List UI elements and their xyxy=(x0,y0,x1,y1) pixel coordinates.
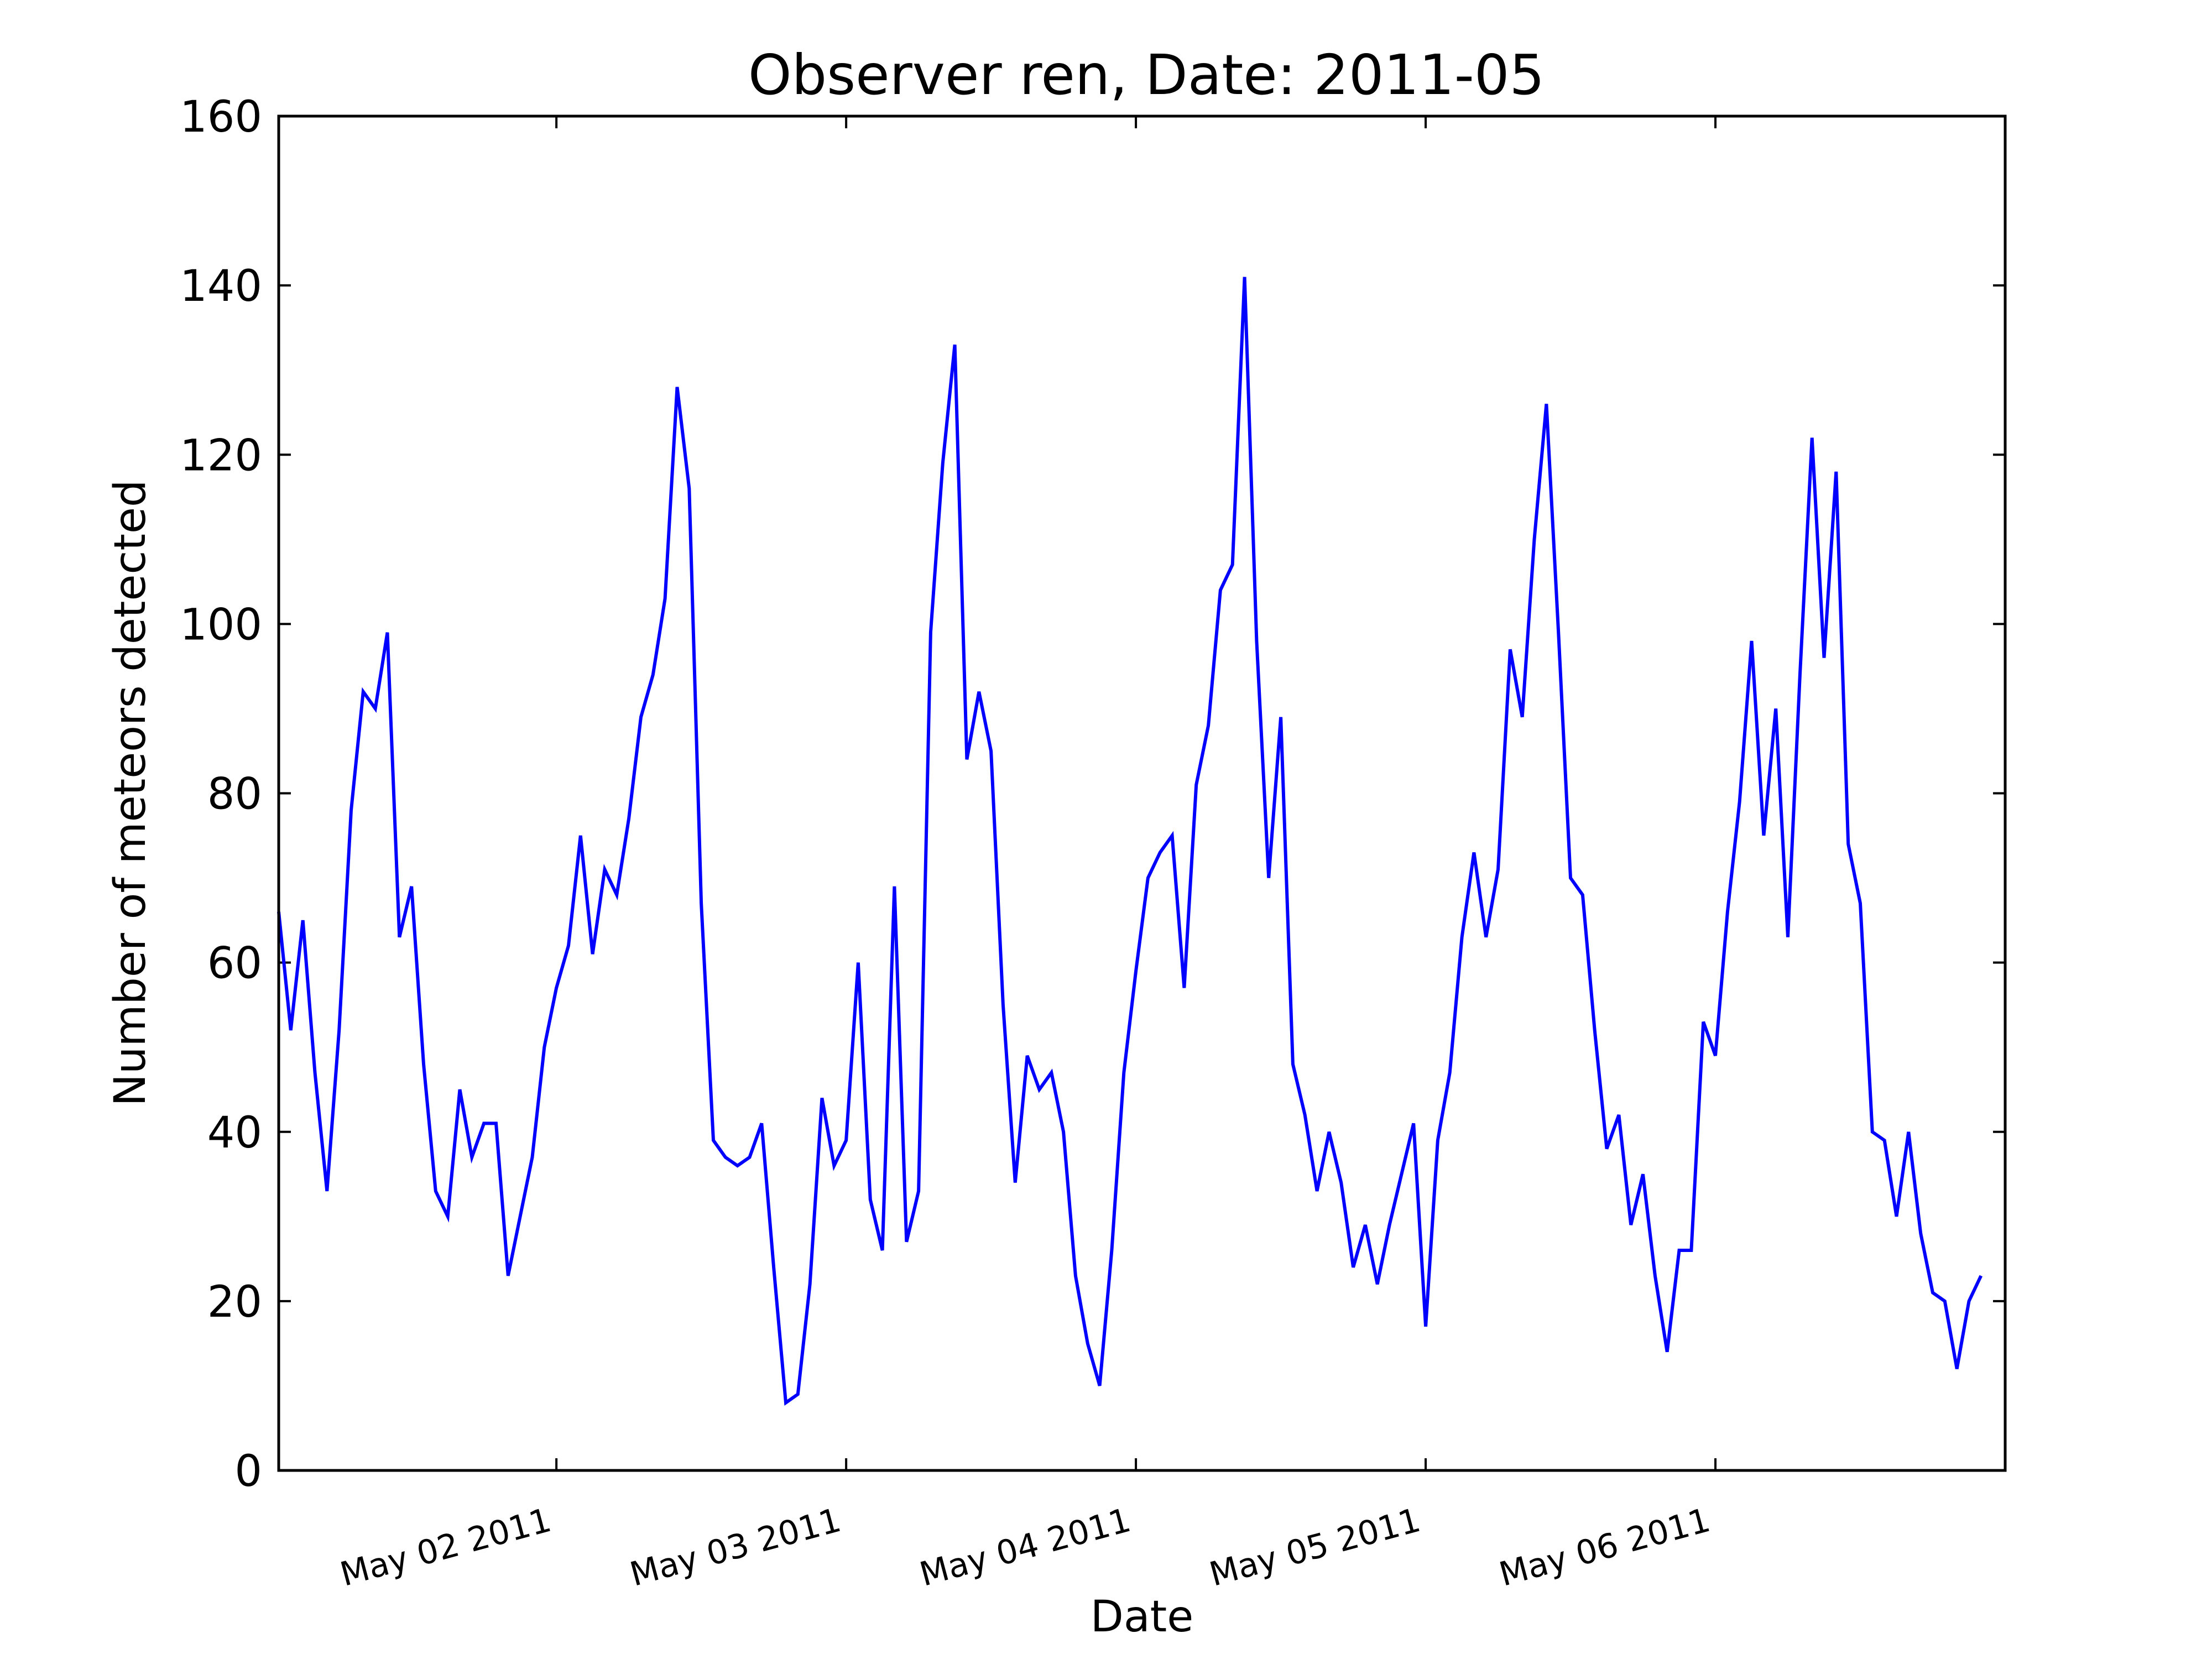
y-axis-label: Number of meteors detected xyxy=(106,480,155,1107)
y-tick-label: 40 xyxy=(207,1108,262,1158)
x-tick-label: May 02 2011 xyxy=(336,1501,555,1594)
y-tick-labels: 0 20 40 60 80 100 120 140 160 xyxy=(180,92,262,1496)
chart-title: Observer ren, Date: 2011-05 xyxy=(748,43,1545,107)
y-tick-label: 60 xyxy=(207,939,262,989)
y-tick-label: 160 xyxy=(180,92,262,142)
series-line xyxy=(277,276,1983,1406)
x-tick-label: May 06 2011 xyxy=(1495,1501,1714,1594)
y-tick-label: 140 xyxy=(180,262,262,311)
x-tick-label: May 03 2011 xyxy=(626,1501,845,1594)
y-tick-label: 0 xyxy=(234,1447,262,1496)
x-axis-label: Date xyxy=(1091,1592,1193,1642)
y-tick-label: 80 xyxy=(207,770,262,820)
y-tick-label: 120 xyxy=(180,431,262,481)
y-tick-label: 20 xyxy=(207,1277,262,1327)
y-tick-label: 100 xyxy=(180,600,262,650)
x-tick-label: May 05 2011 xyxy=(1206,1501,1425,1594)
plot-area-frame xyxy=(277,114,2007,1472)
x-tick-label: May 04 2011 xyxy=(916,1501,1135,1594)
axis-ticks xyxy=(279,115,2005,1472)
x-tick-labels: May 02 2011 May 03 2011 May 04 2011 May 05 … xyxy=(336,1501,1714,1594)
